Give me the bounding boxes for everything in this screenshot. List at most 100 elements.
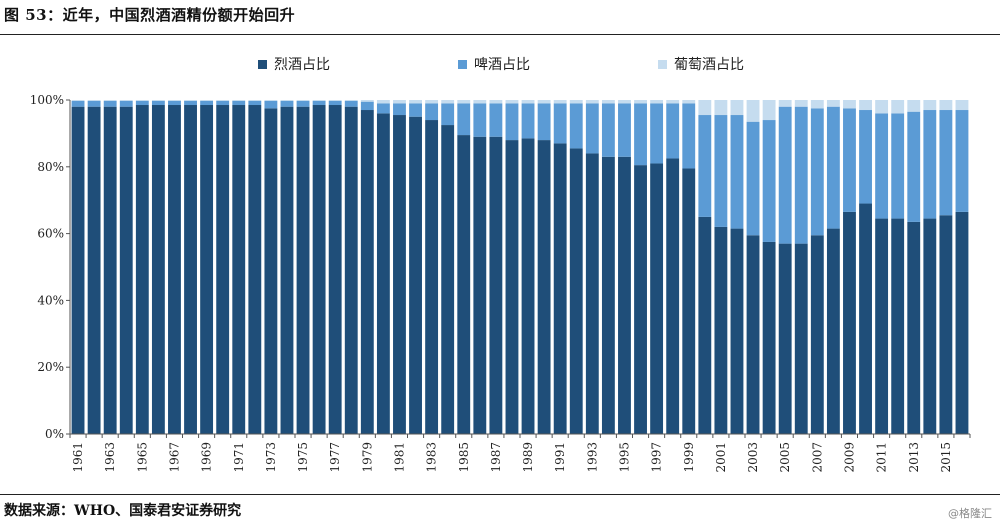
y-tick-label: 0% [45, 427, 64, 441]
bar-segment-3-2010 [859, 100, 872, 111]
bar-segment-3-1974 [280, 100, 294, 101]
bar-segment-3-1976 [312, 100, 326, 101]
bar-segment-1-1985 [457, 135, 471, 434]
bar-segment-3-2016 [955, 100, 969, 111]
x-tick-label: 2011 [875, 442, 889, 473]
bar-segment-2-2015 [939, 110, 953, 216]
bar-segment-2-1967 [168, 101, 181, 106]
bar-segment-2-2008 [826, 106, 840, 229]
bar-segment-1-1965 [135, 105, 149, 434]
y-tick-label: 40% [37, 293, 64, 307]
bar-segment-1-1969 [200, 105, 214, 434]
bar-segment-1-2007 [810, 235, 824, 434]
x-tick-label: 1991 [553, 442, 567, 473]
x-tick-label: 1963 [103, 442, 117, 473]
bar-segment-3-2003 [746, 100, 760, 122]
bar-segment-1-1973 [264, 108, 278, 434]
bar-segment-2-1990 [537, 103, 551, 141]
bar-segment-1-2002 [730, 228, 744, 434]
x-tick-label: 1967 [167, 442, 181, 473]
bar-segment-3-1986 [473, 100, 487, 104]
figure-title: 图 53：近年，中国烈酒酒精份额开始回升 [4, 6, 296, 24]
bar-segment-3-1998 [666, 100, 680, 104]
watermark: @格隆汇 [948, 507, 992, 520]
bar-segment-2-1968 [184, 101, 197, 106]
stacked-bar-chart: 烈酒占比 啤酒占比 葡萄酒占比 0%20%40%60%80%100% 1961 196… [30, 57, 971, 473]
bar-segment-1-1981 [393, 115, 406, 434]
bar-segment-1-1971 [232, 105, 246, 434]
bar-segment-1-2011 [875, 218, 889, 434]
bar-segment-2-1966 [151, 101, 165, 106]
bar-segment-1-1995 [618, 156, 631, 434]
bar-segment-3-1999 [682, 100, 696, 104]
bar-segment-1-1970 [216, 105, 230, 434]
bar-segment-1-1979 [360, 110, 374, 435]
bar-segment-3-1979 [360, 100, 374, 102]
legend-label-3: 葡萄酒占比 [674, 57, 744, 73]
x-tick-label: 1965 [135, 442, 149, 473]
bar-segment-2-1999 [682, 103, 696, 169]
bar-segment-3-1966 [151, 100, 165, 101]
bar-segment-3-1989 [521, 100, 535, 104]
bar-segment-1-1961 [71, 106, 85, 435]
bar-segment-3-1978 [344, 100, 358, 101]
bar-segment-2-2014 [923, 110, 937, 219]
bar-segment-1-1962 [87, 106, 101, 435]
x-tick-label: 1977 [328, 442, 342, 473]
x-tick-label: 1987 [489, 442, 503, 473]
bar-segment-3-1992 [569, 100, 583, 104]
bar-segment-2-1980 [376, 103, 390, 114]
bar-segment-3-2001 [714, 100, 728, 116]
bar-segment-3-2008 [826, 100, 840, 107]
bar-segment-3-1969 [200, 100, 214, 101]
bar-segment-3-1985 [457, 100, 471, 104]
x-tick-label: 2013 [907, 442, 921, 473]
bar-segment-3-1965 [135, 100, 149, 101]
bar-segment-2-1985 [457, 103, 471, 136]
x-tick-label: 1993 [585, 442, 599, 473]
bar-segment-2-1962 [87, 101, 101, 107]
y-tick-label: 60% [37, 227, 64, 241]
bar-segment-2-1983 [425, 103, 439, 121]
bar-segment-3-1962 [87, 100, 101, 101]
bar-segment-2-2007 [810, 108, 824, 236]
bar-segment-2-1988 [505, 103, 519, 141]
x-tick-label: 1983 [425, 442, 439, 473]
bar-segment-2-1987 [489, 103, 503, 137]
y-axis-ticks: 0% 20% 40% 60% 80% 100% [30, 93, 70, 441]
x-tick-label: 1999 [682, 442, 696, 473]
bar-segment-1-1968 [184, 105, 197, 434]
bar-segment-2-1993 [585, 103, 599, 154]
x-tick-label: 2009 [842, 442, 856, 473]
bar-segment-1-2010 [859, 203, 872, 434]
bar-segment-1-1998 [666, 158, 680, 434]
bar-segment-1-1991 [553, 143, 567, 435]
x-tick-label: 1985 [457, 442, 471, 473]
bar-segment-3-1982 [409, 100, 422, 104]
bar-segment-3-1964 [119, 100, 133, 101]
bar-segment-1-2015 [939, 215, 953, 434]
x-tick-label: 1975 [296, 442, 310, 473]
bar-segment-2-2012 [891, 113, 905, 219]
bar-segment-1-1964 [119, 106, 133, 435]
source-note: 数据来源：WHO、国泰君安证券研究 [4, 503, 242, 519]
bar-segment-3-2014 [923, 100, 937, 111]
bar-segment-2-2011 [875, 113, 889, 219]
bar-segment-2-1975 [296, 101, 310, 107]
x-tick-label: 1979 [360, 442, 374, 473]
bar-segment-2-2013 [907, 111, 921, 222]
bar-segment-1-2013 [907, 221, 921, 434]
bottom-rule [0, 494, 1000, 495]
bar-segment-3-1971 [232, 100, 246, 101]
x-tick-label: 1997 [650, 442, 664, 473]
x-tick-label: 1981 [392, 442, 406, 473]
bar-segment-3-1961 [71, 100, 85, 101]
bar-segment-1-2008 [826, 228, 840, 434]
bar-segment-1-1963 [103, 106, 117, 435]
bar-segment-2-1971 [232, 101, 246, 106]
bar-segment-3-1993 [585, 100, 599, 104]
bar-segment-2-2000 [698, 115, 712, 217]
x-tick-label: 1995 [617, 442, 631, 473]
bar-segment-2-2003 [746, 121, 760, 236]
bar-segment-2-1965 [135, 101, 149, 106]
